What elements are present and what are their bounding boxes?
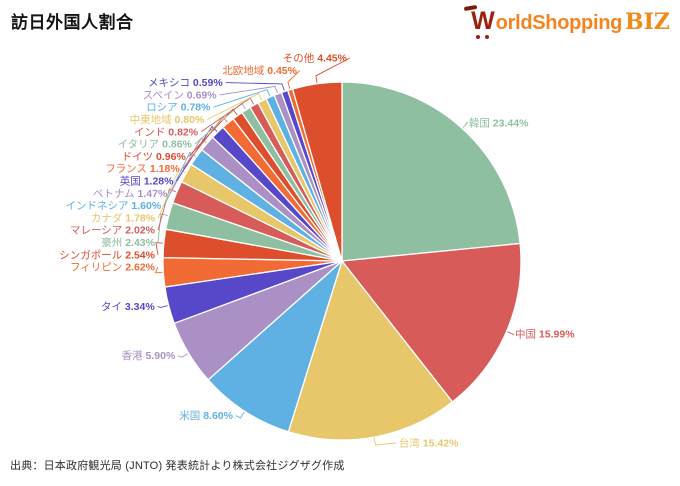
slice-label: その他 4.45% xyxy=(283,52,348,65)
slice-leader-line xyxy=(219,85,278,96)
slice-label: メキシコ 0.59% xyxy=(148,77,223,89)
pie-slice[interactable] xyxy=(341,81,521,262)
slice-leader-line xyxy=(235,411,245,419)
slice-label: シンガポール 2.54% xyxy=(59,249,155,261)
slice-leader-line xyxy=(507,331,515,335)
slice-leader-line xyxy=(176,125,218,182)
slice-leader-line xyxy=(154,266,163,274)
slice-label: 米国 8.60% xyxy=(179,409,233,422)
slice-leader-line xyxy=(157,188,176,231)
slice-leader-line xyxy=(373,438,396,446)
slice-leader-line xyxy=(225,82,285,91)
logo-text-biz: BIZ xyxy=(625,9,670,35)
slice-label: 豪州 2.43% xyxy=(101,236,155,249)
slice-label: 中国 15.99% xyxy=(515,328,575,341)
slice-leader-line xyxy=(462,121,468,128)
pie-slice[interactable] xyxy=(287,260,454,441)
slice-label: タイ 3.34% xyxy=(101,301,155,313)
slice-label: 香港 5.90% xyxy=(122,350,176,362)
slice-label: インド 0.82% xyxy=(134,126,199,138)
slice-leader-line xyxy=(213,89,271,108)
pie-slice[interactable] xyxy=(207,260,343,433)
slice-label: マレーシア 2.02% xyxy=(70,225,156,237)
shopping-cart-w-icon: W xyxy=(471,7,495,39)
slice-label: 台湾 15.42% xyxy=(399,437,459,450)
slice-label: スペイン 0.69% xyxy=(143,89,218,101)
slice-label: ドイツ 0.96% xyxy=(122,151,187,163)
slice-leader-line xyxy=(188,108,238,157)
pie-slice[interactable] xyxy=(341,242,522,403)
slice-leader-line xyxy=(178,353,188,358)
slice-leader-line xyxy=(315,57,351,83)
slice-leader-line xyxy=(207,92,263,120)
slice-label: イタリア 0.86% xyxy=(118,139,193,151)
slice-label: ロシア 0.78% xyxy=(146,102,211,114)
slice-label: フィリピン 2.62% xyxy=(70,262,156,274)
source-note: 出典：日本政府観光局 (JNTO) 発表統計より株式会社ジグザグ作成 xyxy=(10,460,345,472)
slice-leader-line xyxy=(287,69,301,89)
slice-label: インドネシア 1.60% xyxy=(65,200,161,212)
slice-leader-line xyxy=(157,305,168,308)
slice-label: 英国 1.28% xyxy=(120,175,174,188)
slice-label: カナダ 1.78% xyxy=(91,211,156,224)
page-title: 訪日外国人割合 xyxy=(11,13,134,32)
slice-leader-line xyxy=(157,213,168,243)
slice-label: フランス 1.18% xyxy=(105,163,180,175)
slice-leader-line xyxy=(194,102,246,145)
slice-label: 北欧地域 0.45% xyxy=(222,64,297,77)
slice-label: ベトナム 1.47% xyxy=(93,188,168,200)
slice-label: 韓国 23.44% xyxy=(469,118,529,130)
pie-slice[interactable] xyxy=(291,81,343,262)
slice-leader-line xyxy=(155,242,163,255)
slice-label: 中東地域 0.80% xyxy=(130,113,205,126)
logo-text-worldshopping: orldShopping xyxy=(495,12,623,34)
